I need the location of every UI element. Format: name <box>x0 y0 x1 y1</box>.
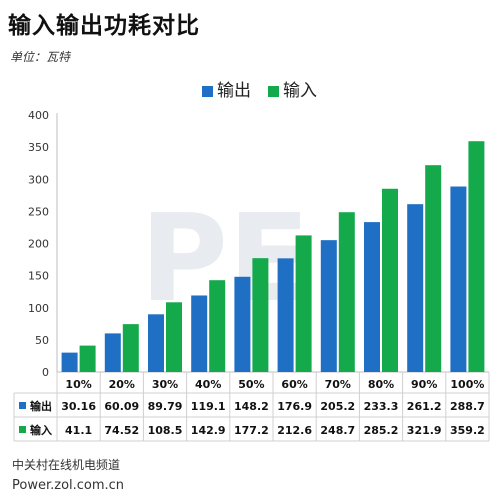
legend-label-1: 输出 <box>217 81 251 101</box>
table-value: 212.6 <box>277 424 312 437</box>
table-value: 148.2 <box>234 400 269 413</box>
table-value: 288.7 <box>450 400 485 413</box>
bar-output <box>234 276 251 372</box>
table-swatch-2 <box>19 426 26 433</box>
table-value: 359.2 <box>450 424 485 437</box>
table-value: 89.79 <box>148 400 183 413</box>
y-tick-label: 350 <box>28 141 49 154</box>
table-value: 177.2 <box>234 424 269 437</box>
bar-input <box>79 345 96 372</box>
bar-input <box>166 302 182 372</box>
x-tick-label: 40% <box>195 378 221 391</box>
bar-output <box>407 204 424 372</box>
table-row-label: 输入 <box>30 423 52 437</box>
table-value: 74.52 <box>104 424 139 437</box>
bar-input <box>468 141 485 372</box>
x-tick-label: 70% <box>325 378 351 391</box>
table-value: 285.2 <box>364 424 399 437</box>
x-tick-label: 20% <box>109 378 135 391</box>
table-value: 108.5 <box>148 424 183 437</box>
x-tick-label: 80% <box>368 378 394 391</box>
y-tick-label: 100 <box>28 302 49 315</box>
bar-output <box>364 222 380 372</box>
bar-output <box>277 258 294 372</box>
bar-output <box>450 186 467 372</box>
x-tick-label: 30% <box>152 378 178 391</box>
bar-output <box>320 240 337 372</box>
legend-swatch-2 <box>268 86 279 97</box>
legend-swatch-1 <box>202 86 213 97</box>
table-value: 41.1 <box>65 424 92 437</box>
table-value: 248.7 <box>320 424 355 437</box>
table-value: 119.1 <box>191 400 226 413</box>
bar-input <box>122 324 139 372</box>
x-tick-label: 90% <box>411 378 437 391</box>
table-swatch-1 <box>19 402 26 409</box>
y-tick-label: 0 <box>42 366 49 379</box>
table-value: 30.16 <box>61 400 96 413</box>
bar-input <box>295 235 312 372</box>
x-tick-label: 50% <box>238 378 264 391</box>
chart-title: 输入输出功耗对比 <box>8 13 200 39</box>
unit-label: 单位：瓦特 <box>10 50 71 64</box>
table-value: 233.3 <box>364 400 399 413</box>
y-tick-label: 150 <box>28 270 49 283</box>
footer-url: Power.zol.com.cn <box>12 478 125 493</box>
footer-source: 中关村在线机电频道 <box>12 458 121 472</box>
table-value: 321.9 <box>407 424 442 437</box>
bar-output <box>148 314 164 372</box>
table-value: 261.2 <box>407 400 442 413</box>
table-row-label: 输出 <box>30 399 52 413</box>
bar-output <box>61 352 78 372</box>
y-tick-label: 200 <box>28 238 49 251</box>
bar-input <box>382 188 398 372</box>
x-tick-label: 100% <box>450 378 484 391</box>
bar-input <box>209 280 226 372</box>
y-tick-label: 250 <box>28 205 49 218</box>
table-value: 60.09 <box>104 400 139 413</box>
bar-output <box>191 295 208 372</box>
table-value: 205.2 <box>320 400 355 413</box>
bar-input <box>252 258 269 372</box>
y-tick-label: 400 <box>28 109 49 122</box>
legend-label-2: 输入 <box>283 81 317 101</box>
x-tick-label: 10% <box>65 378 91 391</box>
x-tick-label: 60% <box>281 378 307 391</box>
bar-output <box>104 333 121 372</box>
table-value: 142.9 <box>191 424 226 437</box>
y-tick-label: 300 <box>28 173 49 186</box>
bar-input <box>425 165 442 372</box>
table-value: 176.9 <box>277 400 312 413</box>
y-tick-label: 50 <box>35 334 49 347</box>
bar-input <box>338 212 355 372</box>
